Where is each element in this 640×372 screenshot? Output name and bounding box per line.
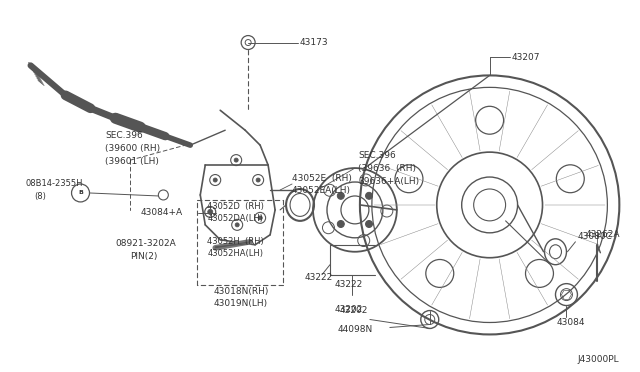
Text: 43019N(LH): 43019N(LH) [213, 299, 268, 308]
Text: 43052H  (RH): 43052H (RH) [207, 237, 264, 246]
Text: 08B14-2355H: 08B14-2355H [26, 179, 83, 187]
Text: 43052D  (RH): 43052D (RH) [207, 202, 264, 211]
Circle shape [258, 216, 262, 220]
Circle shape [365, 221, 372, 228]
Text: 43052HA(LH): 43052HA(LH) [207, 249, 263, 258]
Text: 43080C: 43080C [577, 232, 612, 241]
Circle shape [337, 221, 344, 228]
Text: 44098N: 44098N [338, 325, 373, 334]
Text: 43018N(RH): 43018N(RH) [213, 287, 269, 296]
Text: (39601 (LH): (39601 (LH) [106, 157, 159, 166]
Text: 43222: 43222 [335, 280, 364, 289]
Circle shape [365, 192, 372, 199]
Circle shape [213, 178, 217, 182]
Text: SEC.396: SEC.396 [106, 131, 143, 140]
Text: 43207: 43207 [511, 53, 540, 62]
Text: 39636+A(LH): 39636+A(LH) [358, 177, 419, 186]
Text: 43202: 43202 [335, 305, 364, 314]
Text: PIN(2): PIN(2) [131, 252, 158, 261]
Circle shape [256, 178, 260, 182]
Circle shape [235, 223, 239, 227]
Text: 43262A: 43262A [586, 230, 620, 239]
Text: (39600 (RH): (39600 (RH) [106, 144, 161, 153]
Text: (8): (8) [35, 192, 47, 202]
Circle shape [208, 209, 212, 214]
Text: 43052DA(LH): 43052DA(LH) [207, 214, 263, 223]
Circle shape [337, 192, 344, 199]
Text: SEC.396: SEC.396 [358, 151, 396, 160]
Text: 43052E  (RH): 43052E (RH) [292, 173, 352, 183]
Text: (39636  (RH): (39636 (RH) [358, 164, 416, 173]
Text: 43202: 43202 [340, 305, 369, 315]
Text: 43052EA(LH): 43052EA(LH) [292, 186, 351, 195]
Text: B: B [78, 190, 83, 195]
Text: 43084+A: 43084+A [140, 208, 182, 217]
Text: 08921-3202A: 08921-3202A [115, 239, 176, 248]
Text: 43222: 43222 [305, 273, 333, 282]
Text: 43173: 43173 [300, 38, 329, 47]
Text: J43000PL: J43000PL [578, 355, 620, 364]
Text: 43084: 43084 [557, 318, 585, 327]
Circle shape [234, 158, 238, 162]
